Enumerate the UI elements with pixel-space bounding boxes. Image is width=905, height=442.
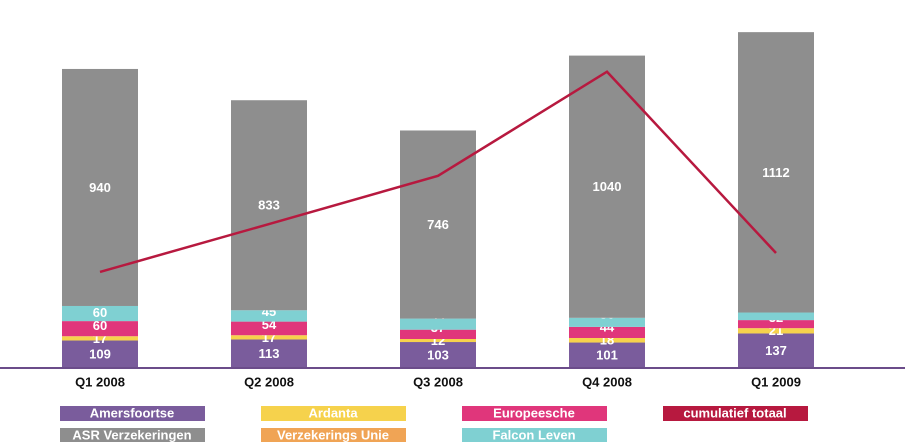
bar-segment — [400, 329, 476, 340]
bar-segment — [62, 321, 138, 337]
legend-label: Falcon Leven — [492, 427, 575, 442]
bar-segment — [738, 320, 814, 329]
value-label: 1040 — [593, 179, 622, 194]
legend-swatch — [60, 428, 205, 442]
value-label: 60 — [93, 305, 107, 320]
bar-segment — [400, 130, 476, 319]
bar-segment — [400, 339, 476, 343]
bar-segment — [400, 318, 476, 330]
bar-segment — [231, 339, 307, 368]
legend-label: cumulatief totaal — [683, 405, 786, 420]
value-label: 113 — [259, 346, 280, 361]
value-label: 103 — [427, 347, 449, 362]
legend-swatch — [462, 406, 607, 421]
legend-label: Verzekerings Unie — [277, 427, 389, 442]
bar-segment — [62, 340, 138, 368]
bar-segment — [400, 342, 476, 368]
value-label: 109 — [89, 347, 111, 362]
x-tick-label: Q1 2008 — [75, 374, 125, 389]
bar-segment — [62, 305, 138, 322]
x-tick-label: Q3 2008 — [413, 374, 463, 389]
bar-segment — [738, 32, 814, 313]
legend-swatch — [261, 428, 406, 442]
value-label: 1112 — [762, 165, 790, 180]
value-label: 940 — [89, 180, 111, 195]
bar-segment — [231, 321, 307, 336]
value-label: 746 — [427, 217, 449, 232]
bar-segment — [569, 326, 645, 338]
value-label: 137 — [765, 343, 787, 358]
value-label: 833 — [258, 198, 280, 213]
bar-segment — [569, 337, 645, 343]
line — [99, 70, 777, 274]
legend-swatch — [462, 428, 607, 442]
bar-segment — [231, 100, 307, 311]
x-tick-label: Q2 2008 — [244, 374, 294, 389]
legend-label: Amersfoortse — [90, 405, 175, 420]
bar-segment — [738, 328, 814, 334]
legend-label: ASR Verzekeringen — [72, 427, 191, 442]
legend-swatch — [261, 406, 406, 421]
legend-swatch — [60, 406, 205, 421]
x-tick-label: Q4 2008 — [582, 374, 632, 389]
bar-segment — [569, 317, 645, 327]
legend-label: Europeesche — [493, 405, 575, 420]
bar-segment — [62, 68, 138, 306]
bar-segment — [738, 312, 814, 321]
value-label: 101 — [596, 348, 618, 363]
bar-segment — [231, 310, 307, 322]
x-tick-label: Q1 2009 — [751, 374, 801, 389]
bar-segment — [62, 336, 138, 341]
legend-label: Ardanta — [308, 405, 358, 420]
bar-segment — [738, 333, 814, 368]
bar-segment — [569, 342, 645, 368]
legend-swatch — [663, 406, 808, 421]
bar-segment — [231, 335, 307, 340]
value-label: 60 — [93, 318, 107, 333]
